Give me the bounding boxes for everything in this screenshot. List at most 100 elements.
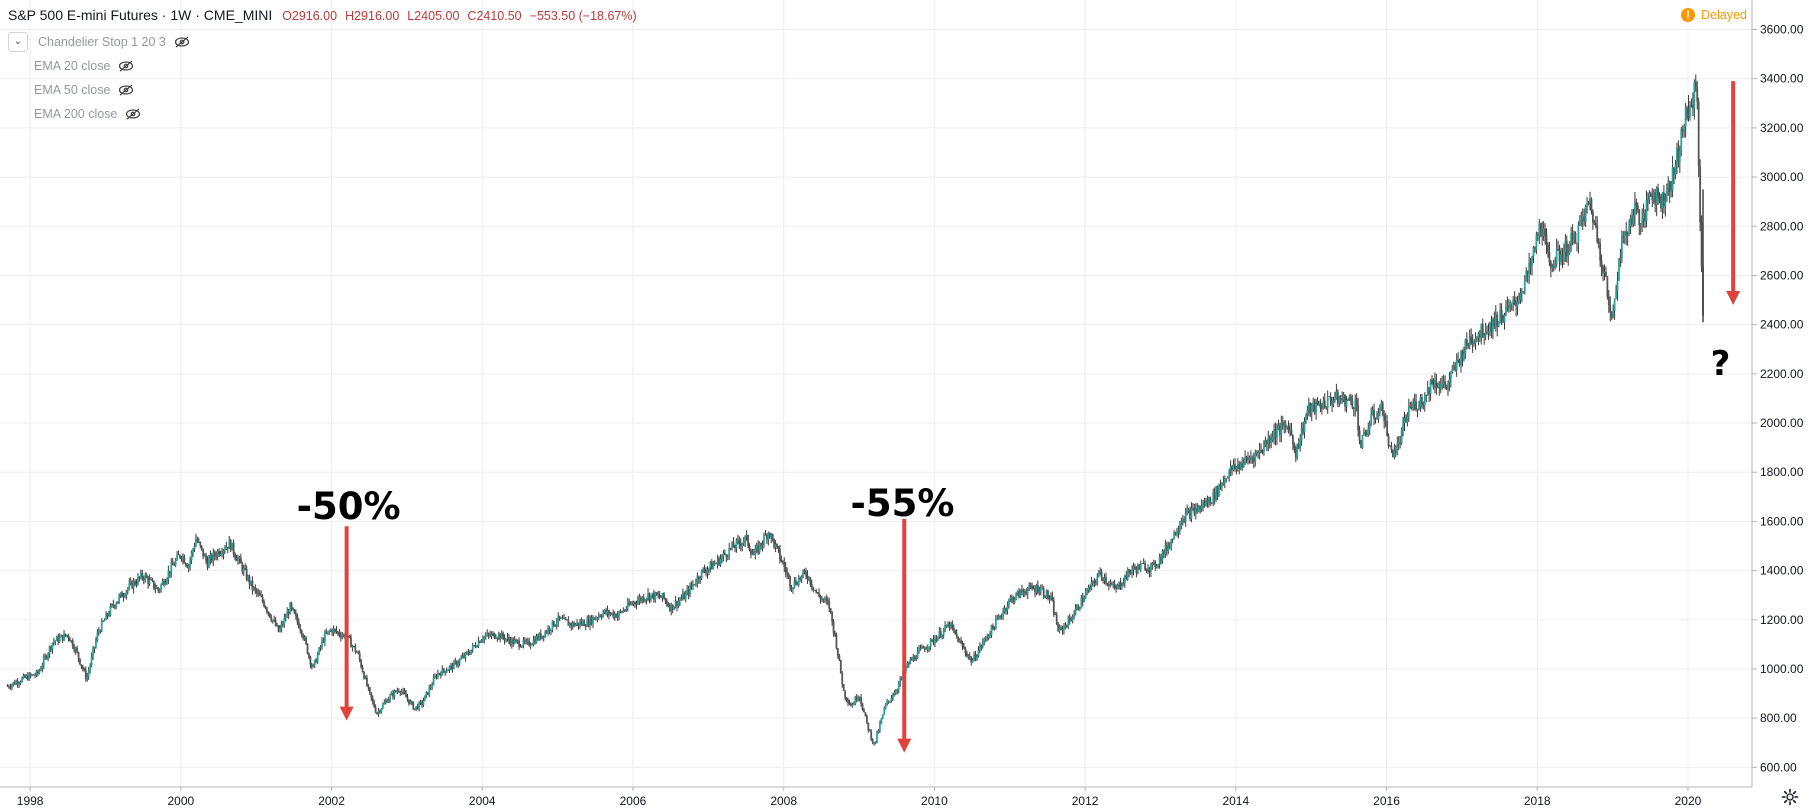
- symbol-title[interactable]: S&P 500 E-mini Futures · 1W · CME_MINI: [8, 7, 273, 23]
- candle-body: [390, 693, 393, 696]
- candle-body: [239, 557, 242, 564]
- collapse-legend-button[interactable]: ⌄: [8, 32, 28, 52]
- candle-body: [152, 580, 155, 589]
- candle-body: [1554, 264, 1557, 268]
- eye-hidden-icon[interactable]: [118, 84, 134, 96]
- y-tick-label: 800.00: [1760, 711, 1797, 725]
- candle-body: [525, 640, 528, 642]
- candle-body: [1405, 417, 1407, 422]
- candle-body: [29, 673, 32, 676]
- candle-body: [497, 633, 500, 638]
- candle-body: [768, 533, 771, 538]
- candle-body: [1400, 429, 1403, 444]
- candle-body: [1361, 434, 1364, 448]
- candle-body: [364, 677, 367, 679]
- gear-icon[interactable]: [1781, 788, 1799, 806]
- candle-body: [352, 646, 355, 647]
- candle-body: [606, 610, 609, 614]
- candle-body: [735, 540, 738, 549]
- candle-body: [1616, 280, 1619, 292]
- candle-body: [1206, 500, 1209, 503]
- candle-body: [1480, 324, 1483, 338]
- candle-body: [1639, 224, 1642, 226]
- candle-body: [166, 579, 168, 583]
- legend-item-ema20[interactable]: EMA 20 close: [34, 59, 111, 73]
- x-tick-label: 2008: [770, 794, 797, 808]
- candle-body: [1415, 401, 1417, 410]
- candle-body: [138, 576, 141, 578]
- candle-body: [1015, 593, 1018, 599]
- chevron-down-icon: ⌄: [13, 36, 23, 47]
- candle-body: [124, 595, 126, 597]
- candle-body: [1167, 546, 1170, 551]
- candle-body: [922, 646, 925, 649]
- price-axis[interactable]: 600.00 800.00 1000.00 1200.00 1400.00 1600.00…: [1751, 0, 1804, 787]
- candle-body: [850, 703, 852, 707]
- candle-body: [225, 546, 228, 550]
- candle-body: [163, 581, 165, 585]
- y-tick-label: 600.00: [1760, 760, 1797, 774]
- candle-body: [132, 581, 135, 589]
- candle-body: [77, 652, 80, 659]
- candle-body: [1689, 104, 1691, 118]
- candle-body: [887, 700, 890, 702]
- candle-body: [506, 637, 509, 639]
- candle-body: [921, 646, 923, 649]
- candle-body: [884, 704, 887, 709]
- candle-body: [1289, 429, 1291, 433]
- candle-body: [480, 640, 483, 643]
- candle-body: [1074, 608, 1077, 615]
- candle-body: [844, 690, 847, 698]
- candle-body: [1435, 380, 1438, 388]
- candle-body: [981, 642, 984, 647]
- candle-body: [1680, 129, 1683, 151]
- candle-body: [954, 629, 957, 634]
- candle-body: [1461, 351, 1464, 361]
- candle-body: [1568, 241, 1571, 253]
- candle-body: [438, 673, 441, 674]
- candle-body: [186, 565, 189, 568]
- candle-body: [348, 635, 351, 638]
- y-tick-label: 3600.00: [1760, 23, 1804, 37]
- candle-body: [1441, 384, 1444, 385]
- candle-body: [1307, 403, 1310, 411]
- candle-body: [906, 662, 909, 668]
- candle-body: [1700, 222, 1703, 267]
- candle-body: [845, 697, 848, 701]
- candle-body: [831, 611, 833, 622]
- candle-body: [486, 633, 489, 636]
- candle-body: [1623, 232, 1626, 237]
- candle-body: [296, 615, 299, 622]
- candle-body: [644, 599, 647, 602]
- candle-body: [1529, 262, 1532, 266]
- candle-body: [1452, 365, 1455, 370]
- candle-body: [8, 686, 10, 688]
- eye-hidden-icon[interactable]: [118, 60, 134, 72]
- candle-body: [681, 593, 684, 599]
- candle-body: [373, 701, 376, 708]
- candle-body: [141, 572, 144, 578]
- delayed-status[interactable]: ! Delayed: [1681, 8, 1747, 22]
- candle-body: [1507, 305, 1510, 308]
- candle-body: [1484, 331, 1487, 337]
- candle-body: [1434, 380, 1436, 388]
- candle-body: [1134, 566, 1136, 569]
- legend-item-chandelier[interactable]: Chandelier Stop 1 20 3: [38, 35, 166, 49]
- candle-body: [1097, 571, 1100, 578]
- candle-body: [205, 555, 207, 561]
- candle-body: [1226, 477, 1229, 479]
- candle-body: [184, 563, 187, 566]
- candle-body: [468, 653, 471, 655]
- legend-item-ema200[interactable]: EMA 200 close: [34, 107, 118, 121]
- candle-body: [316, 654, 319, 663]
- candle-body: [747, 535, 749, 546]
- candle-body: [51, 642, 54, 650]
- eye-hidden-icon[interactable]: [125, 108, 141, 120]
- candle-body: [1635, 202, 1638, 206]
- legend-item-ema50[interactable]: EMA 50 close: [34, 83, 111, 97]
- candle-body: [484, 635, 487, 637]
- eye-hidden-icon[interactable]: [174, 36, 190, 48]
- candle-body: [996, 618, 999, 620]
- candle-body: [1419, 397, 1422, 407]
